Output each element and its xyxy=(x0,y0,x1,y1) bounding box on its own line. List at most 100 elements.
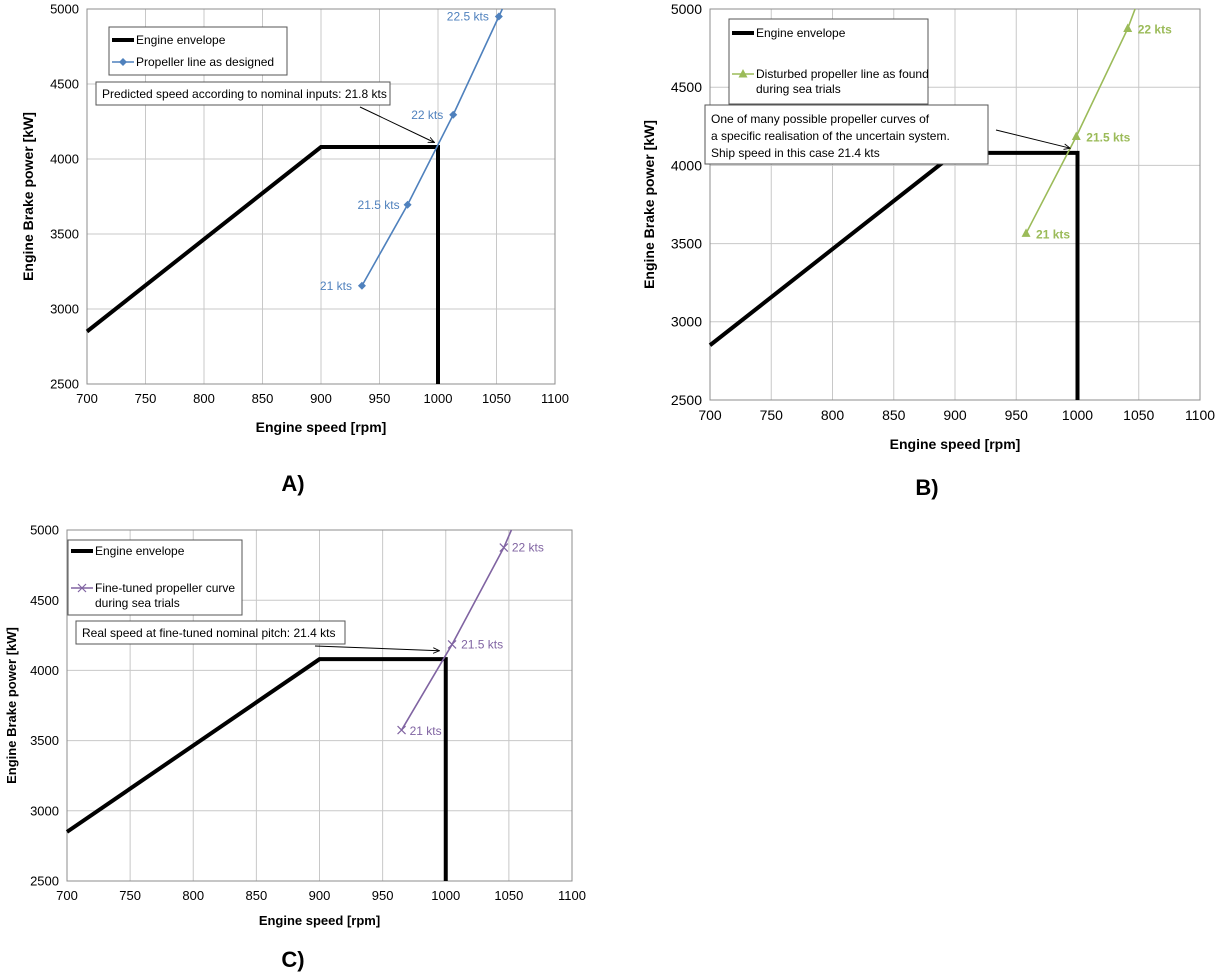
legend: Engine envelope Fine-tuned propeller curv… xyxy=(67,539,243,616)
data-point-marker xyxy=(1021,228,1031,237)
legend: Engine envelope Disturbed propeller line … xyxy=(728,18,929,105)
x-tick-label: 800 xyxy=(821,407,845,423)
chart-panel-b: 700 750 800 850 900 950 1000 1050 1100 2500 3000 35… xyxy=(641,1,1215,500)
x-tick-label: 900 xyxy=(310,391,332,406)
x-tick-label: 850 xyxy=(246,888,268,903)
legend-box xyxy=(728,18,929,105)
y-tick-label: 4000 xyxy=(30,663,59,678)
plot-area xyxy=(709,8,1201,401)
engine-envelope-line xyxy=(85,145,440,384)
data-point-label: 22.5 kts xyxy=(447,10,489,24)
y-tick-label: 3500 xyxy=(50,227,79,242)
y-axis-label: Engine Brake power [kW] xyxy=(4,627,19,784)
y-tick-label: 5000 xyxy=(30,523,59,538)
data-point-marker xyxy=(1123,23,1133,33)
panel-label: C) xyxy=(281,947,304,972)
x-tick-label: 1050 xyxy=(494,888,523,903)
legend-label: Propeller line as designed xyxy=(136,55,274,69)
y-tick-label: 2500 xyxy=(30,874,59,889)
x-tick-label: 1000 xyxy=(424,391,453,406)
annotation-arrow xyxy=(314,645,439,651)
x-axis-label: Engine speed [rpm] xyxy=(259,913,380,928)
x-tick-label: 750 xyxy=(135,391,157,406)
x-tick-label: 1050 xyxy=(1123,407,1154,423)
plot-area xyxy=(86,8,556,385)
x-tick-label: 700 xyxy=(698,407,722,423)
x-tick-label: 1100 xyxy=(558,888,586,903)
legend-label: Disturbed propeller line as found during … xyxy=(756,67,929,96)
chart-panel-a: 700 750 800 850 900 950 1000 1050 1100 2500 3000 35… xyxy=(20,2,569,496)
data-point-marker xyxy=(403,200,412,209)
legend-marker xyxy=(119,58,127,66)
y-tick-label: 4000 xyxy=(671,157,702,173)
legend: Engine envelope Propeller line as designe… xyxy=(108,26,288,76)
annotation-text: a specific realisation of the uncertain … xyxy=(711,129,950,143)
annotation-box xyxy=(95,81,391,106)
data-point-marker xyxy=(1071,131,1081,140)
x-tick-label: 900 xyxy=(943,407,967,423)
data-point-marker xyxy=(447,640,457,649)
panel-label: A) xyxy=(281,471,304,496)
x-tick-label: 1000 xyxy=(431,888,460,903)
y-tick-label: 3500 xyxy=(30,733,59,748)
x-tick-label: 950 xyxy=(369,391,391,406)
data-point-label: 21.5 kts xyxy=(358,198,400,212)
panel-label: B) xyxy=(915,475,938,500)
x-tick-label: 850 xyxy=(882,407,906,423)
x-tick-label: 750 xyxy=(760,407,784,423)
annotation-callout: Predicted speed according to nominal inp… xyxy=(95,81,434,143)
annotation-text: Real speed at fine-tuned nominal pitch: … xyxy=(82,626,336,640)
x-axis-label: Engine speed [rpm] xyxy=(890,436,1021,452)
x-tick-label: 850 xyxy=(252,391,274,406)
data-point-label: 22 kts xyxy=(1138,23,1172,37)
annotation-text: Predicted speed according to nominal inp… xyxy=(102,87,387,101)
x-axis-label: Engine speed [rpm] xyxy=(256,419,387,435)
x-tick-label: 1100 xyxy=(541,391,569,406)
legend-label: Engine envelope xyxy=(136,33,226,47)
chart-panel-c: 700 750 800 850 900 950 1000 1050 1100 2500 3000 35… xyxy=(4,523,586,972)
annotation-arrow xyxy=(359,106,434,143)
annotation-callout: One of many possible propeller curves of… xyxy=(704,104,1070,165)
x-tick-label: 1100 xyxy=(1185,407,1215,423)
data-point-label: 22 kts xyxy=(411,108,443,122)
x-tick-label: 750 xyxy=(119,888,141,903)
y-tick-label: 4500 xyxy=(50,77,79,92)
y-tick-label: 5000 xyxy=(671,1,702,17)
propeller-line xyxy=(1025,8,1136,234)
y-tick-label: 2500 xyxy=(671,392,702,408)
x-tick-label: 800 xyxy=(182,888,204,903)
y-tick-label: 4500 xyxy=(671,79,702,95)
data-point-marker xyxy=(357,281,366,290)
annotation-box xyxy=(75,620,346,645)
plot-area xyxy=(66,529,573,882)
data-point-marker xyxy=(449,110,458,119)
data-point-label: 21 kts xyxy=(410,724,442,738)
data-point-label: 21 kts xyxy=(1036,227,1070,241)
legend-label: Engine envelope xyxy=(95,544,185,558)
data-point-label: 21.5 kts xyxy=(461,637,503,651)
y-tick-label: 5000 xyxy=(50,2,79,17)
y-axis-label: Engine Brake power [kW] xyxy=(20,112,36,281)
legend-box xyxy=(67,539,243,616)
y-tick-label: 3000 xyxy=(30,803,59,818)
data-point-label: 21 kts xyxy=(320,279,352,293)
y-tick-label: 3000 xyxy=(671,314,702,330)
data-point-label: 21.5 kts xyxy=(1086,130,1130,144)
y-tick-label: 3500 xyxy=(671,236,702,252)
data-point-marker xyxy=(397,725,406,735)
annotation-text: One of many possible propeller curves of xyxy=(711,112,930,126)
engine-envelope-line xyxy=(65,657,448,881)
y-axis-label: Engine Brake power [kW] xyxy=(641,120,657,289)
legend-box xyxy=(108,26,288,76)
y-tick-label: 4000 xyxy=(50,152,79,167)
x-tick-label: 950 xyxy=(372,888,394,903)
data-point-label: 22 kts xyxy=(512,541,544,555)
x-tick-label: 900 xyxy=(309,888,331,903)
annotation-box xyxy=(704,104,989,165)
x-tick-label: 700 xyxy=(76,391,98,406)
annotation-text: Ship speed in this case 21.4 kts xyxy=(711,146,880,160)
annotation-arrow xyxy=(995,129,1070,148)
legend-label: Fine-tuned propeller curve during sea tri… xyxy=(95,581,235,610)
x-tick-label: 700 xyxy=(56,888,78,903)
